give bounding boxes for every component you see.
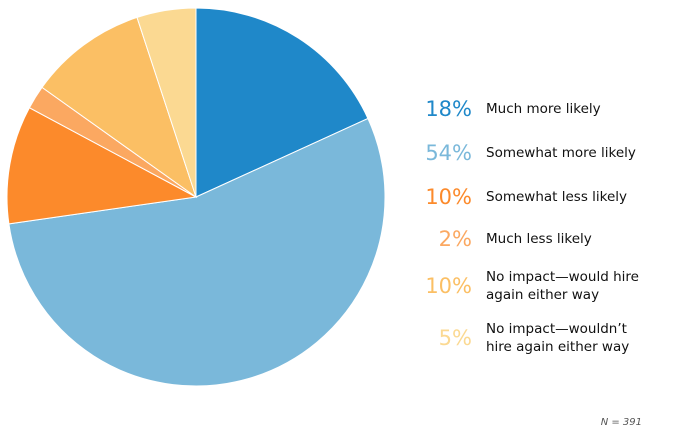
legend-percent: 54% (425, 141, 472, 165)
legend-label: No impact—would hire again either way (486, 269, 639, 303)
legend-percent: 10% (425, 274, 472, 298)
legend-item-no-impact-would-hire: 10% No impact—would hire again either way (400, 268, 670, 304)
pie-slice-4 (41, 16, 197, 199)
legend-item-no-impact-wouldnt-hire: 5% No impact—wouldn’t hire again either w… (400, 320, 670, 356)
legend-label: Much more likely (486, 101, 601, 117)
pie-slice-5 (136, 7, 197, 198)
legend-label: Somewhat less likely (486, 189, 628, 205)
legend-item-much-less-likely: 2% Much less likely (400, 227, 670, 251)
legend-item-somewhat-less-likely: 10% Somewhat less likely (400, 185, 670, 209)
legend-label: Somewhat more likely (486, 145, 636, 161)
legend-label: No impact—wouldn’t hire again either way (486, 321, 630, 355)
legend-percent: 10% (425, 185, 472, 209)
legend-percent: 18% (425, 97, 472, 121)
legend-item-much-more-likely: 18% Much more likely (400, 97, 670, 121)
legend-item-somewhat-more-likely: 54% Somewhat more likely (400, 141, 670, 165)
pie-chart (6, 7, 386, 387)
pie-slice-2 (6, 107, 198, 225)
legend-percent: 2% (438, 227, 472, 251)
legend-label: Much less likely (486, 231, 592, 247)
sample-size-note: N = 391 (600, 417, 642, 428)
pie-slice-0 (195, 7, 369, 198)
pie-slice-1 (8, 117, 386, 387)
legend-percent: 5% (438, 326, 472, 350)
